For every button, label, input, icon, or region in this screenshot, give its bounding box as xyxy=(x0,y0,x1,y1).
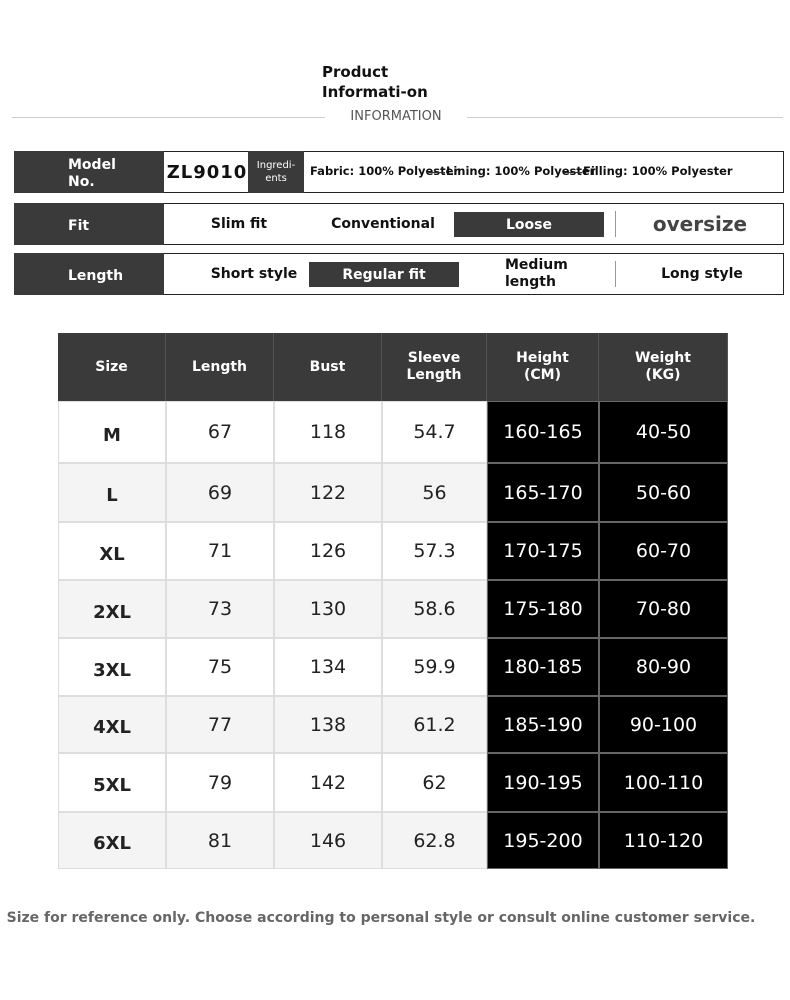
table-cell: 142 xyxy=(274,753,382,812)
table-cell: 54.7 xyxy=(382,401,487,463)
table-cell: 110-120 xyxy=(599,812,728,869)
table-cell: 118 xyxy=(274,401,382,463)
table-cell: 50-60 xyxy=(599,463,728,522)
table-cell: 126 xyxy=(274,522,382,580)
row-label: Fit xyxy=(14,203,164,245)
row-label: Length xyxy=(14,253,164,295)
option: Conventional xyxy=(331,215,435,232)
separator xyxy=(615,261,616,287)
footer-note: Size for reference only. Choose accordin… xyxy=(6,910,756,926)
table-cell: 175-180 xyxy=(487,580,599,638)
table-cell: 61.2 xyxy=(382,696,487,753)
divider xyxy=(467,117,783,118)
table-cell: 160-165 xyxy=(487,401,599,463)
table-cell: 185-190 xyxy=(487,696,599,753)
table-cell: 70-80 xyxy=(599,580,728,638)
column-header: Height (CM) xyxy=(487,333,599,401)
separator xyxy=(615,211,616,237)
table-cell: 3XL xyxy=(58,638,166,696)
table-cell: 59.9 xyxy=(382,638,487,696)
option: Long style xyxy=(661,265,743,282)
ingredient: Lining: 100% Polyester xyxy=(446,164,596,178)
connector xyxy=(564,172,582,173)
table-cell: 62.8 xyxy=(382,812,487,869)
table-cell: 134 xyxy=(274,638,382,696)
divider xyxy=(12,117,325,118)
table-cell: M xyxy=(58,401,166,463)
table-cell: 60-70 xyxy=(599,522,728,580)
option: Short style xyxy=(210,265,298,282)
title: Product Informati-on xyxy=(322,63,428,101)
option: Medium length xyxy=(505,257,568,290)
table-cell: 56 xyxy=(382,463,487,522)
table-cell: 79 xyxy=(166,753,274,812)
table-cell: L xyxy=(58,463,166,522)
option: oversize xyxy=(652,211,748,236)
column-header: Length xyxy=(166,333,274,401)
model-number: ZL9010 xyxy=(166,161,248,183)
table-cell: 122 xyxy=(274,463,382,522)
table-cell: 146 xyxy=(274,812,382,869)
table-cell: 71 xyxy=(166,522,274,580)
table-cell: 40-50 xyxy=(599,401,728,463)
ingredient: Fabric: 100% Polyester xyxy=(310,164,460,178)
ingredients-label: Ingredi-ents xyxy=(248,151,304,193)
table-cell: 67 xyxy=(166,401,274,463)
column-header: Bust xyxy=(274,333,382,401)
table-cell: 77 xyxy=(166,696,274,753)
table-cell: 4XL xyxy=(58,696,166,753)
table-cell: 73 xyxy=(166,580,274,638)
table-cell: 5XL xyxy=(58,753,166,812)
table-header xyxy=(58,333,728,401)
subtitle: INFORMATION xyxy=(350,109,442,124)
table-cell: 2XL xyxy=(58,580,166,638)
table-cell: 6XL xyxy=(58,812,166,869)
row-label: Model No. xyxy=(14,151,164,193)
table-cell: 80-90 xyxy=(599,638,728,696)
table-cell: 90-100 xyxy=(599,696,728,753)
connector xyxy=(427,172,445,173)
table-cell: XL xyxy=(58,522,166,580)
option-selected: Regular fit xyxy=(309,262,459,287)
table-cell: 190-195 xyxy=(487,753,599,812)
table-cell: 81 xyxy=(166,812,274,869)
table-cell: 180-185 xyxy=(487,638,599,696)
table-cell: 195-200 xyxy=(487,812,599,869)
table-cell: 58.6 xyxy=(382,580,487,638)
table-cell: 75 xyxy=(166,638,274,696)
table-cell: 130 xyxy=(274,580,382,638)
option-selected: Loose xyxy=(454,212,604,237)
table-cell: 170-175 xyxy=(487,522,599,580)
table-cell: 57.3 xyxy=(382,522,487,580)
table-cell: 100-110 xyxy=(599,753,728,812)
table-cell: 165-170 xyxy=(487,463,599,522)
column-header: Sleeve Length xyxy=(382,333,487,401)
option: Slim fit xyxy=(210,215,268,232)
ingredient: Filling: 100% Polyester xyxy=(583,164,733,178)
column-header: Size xyxy=(58,333,166,401)
table-cell: 138 xyxy=(274,696,382,753)
table-cell: 69 xyxy=(166,463,274,522)
column-header: Weight (KG) xyxy=(599,333,728,401)
table-cell: 62 xyxy=(382,753,487,812)
